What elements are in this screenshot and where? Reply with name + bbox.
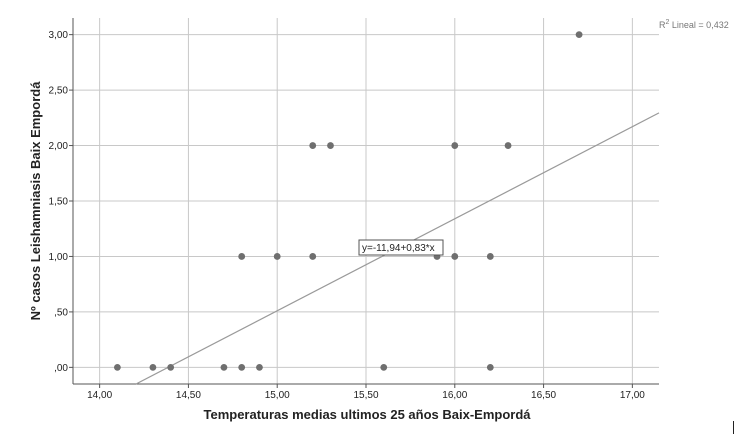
data-point-2 bbox=[167, 363, 175, 371]
x-tick-label-4: 16,00 bbox=[442, 390, 467, 401]
data-point-16 bbox=[451, 142, 459, 149]
text-cursor-mark bbox=[733, 421, 734, 434]
y-tick-labels: ,00 ,50 1,00 1,50 2,00 2,50 3,00 bbox=[49, 30, 69, 374]
r2-label: R2 Lineal = 0,432 bbox=[659, 19, 729, 30]
y-tick-label-6: 3,00 bbox=[49, 30, 69, 41]
data-point-6 bbox=[380, 363, 388, 371]
data-point-4 bbox=[238, 363, 246, 371]
data-point-14 bbox=[309, 142, 317, 149]
r2-superscript: 2 bbox=[666, 19, 670, 26]
data-point-1 bbox=[149, 363, 157, 371]
fit-equation-text: y=-11,94+0,83*x bbox=[362, 243, 435, 254]
data-point-9 bbox=[273, 253, 281, 260]
x-tick-label-0: 14,00 bbox=[87, 390, 112, 401]
data-point-5 bbox=[256, 363, 263, 371]
r2-prefix: R bbox=[659, 20, 666, 30]
x-tick-label-2: 15,00 bbox=[265, 390, 290, 401]
data-point-0 bbox=[113, 363, 121, 371]
x-tick-label-6: 17,00 bbox=[620, 390, 645, 401]
data-point-12 bbox=[451, 253, 459, 260]
point-layer bbox=[113, 31, 583, 371]
y-tick-label-3: 1,50 bbox=[49, 197, 69, 208]
y-tick-label-2: 1,00 bbox=[49, 252, 69, 263]
x-axis-title: Temperaturas medias ultimos 25 años Baix… bbox=[203, 407, 531, 422]
r2-text: Lineal = 0,432 bbox=[669, 20, 728, 30]
data-point-13 bbox=[486, 253, 494, 260]
fit-equation-box bbox=[358, 239, 444, 256]
data-point-10 bbox=[309, 253, 317, 260]
y-tick-label-4: 2,00 bbox=[49, 141, 69, 152]
data-point-18 bbox=[575, 31, 583, 39]
data-point-15 bbox=[327, 142, 334, 149]
x-tick-label-3: 15,50 bbox=[353, 390, 378, 401]
axis-layer bbox=[69, 18, 659, 388]
fit-equation-label: y=-11,94+0,83*x bbox=[358, 239, 444, 256]
data-point-7 bbox=[486, 363, 494, 371]
x-tick-labels: 14,00 14,50 15,00 15,50 16,00 16,50 17,00 bbox=[87, 390, 645, 401]
grid-layer bbox=[73, 18, 659, 384]
x-tick-label-5: 16,50 bbox=[531, 390, 556, 401]
y-tick-label-1: ,50 bbox=[54, 307, 68, 318]
y-tick-label-5: 2,50 bbox=[49, 86, 69, 97]
data-point-3 bbox=[220, 363, 228, 371]
x-tick-label-1: 14,50 bbox=[176, 390, 201, 401]
y-axis-title: Nº casos Leishamniasis Baix Empordá bbox=[28, 81, 43, 321]
y-tick-label-0: ,00 bbox=[54, 363, 68, 374]
data-point-8 bbox=[238, 253, 246, 260]
data-point-17 bbox=[504, 142, 512, 149]
